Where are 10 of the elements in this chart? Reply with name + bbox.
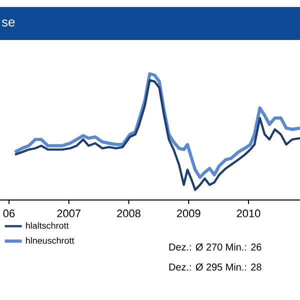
x-tick-label: 2010 [236, 210, 260, 218]
x-tick-label: 06 [3, 210, 15, 218]
x-tick-label: 2008 [117, 210, 140, 218]
legend-label: hlaltschrott [26, 222, 69, 229]
x-tick-label: 2009 [176, 210, 200, 218]
chart-title: se [2, 19, 15, 27]
x-tick-label: 2007 [57, 210, 80, 218]
legend-label: hlneuschrott [26, 237, 74, 244]
text: Dez.: Ø 295 Min.: 28 [169, 263, 262, 271]
text: Dez.: Ø 270 Min.: 26 [169, 243, 262, 251]
